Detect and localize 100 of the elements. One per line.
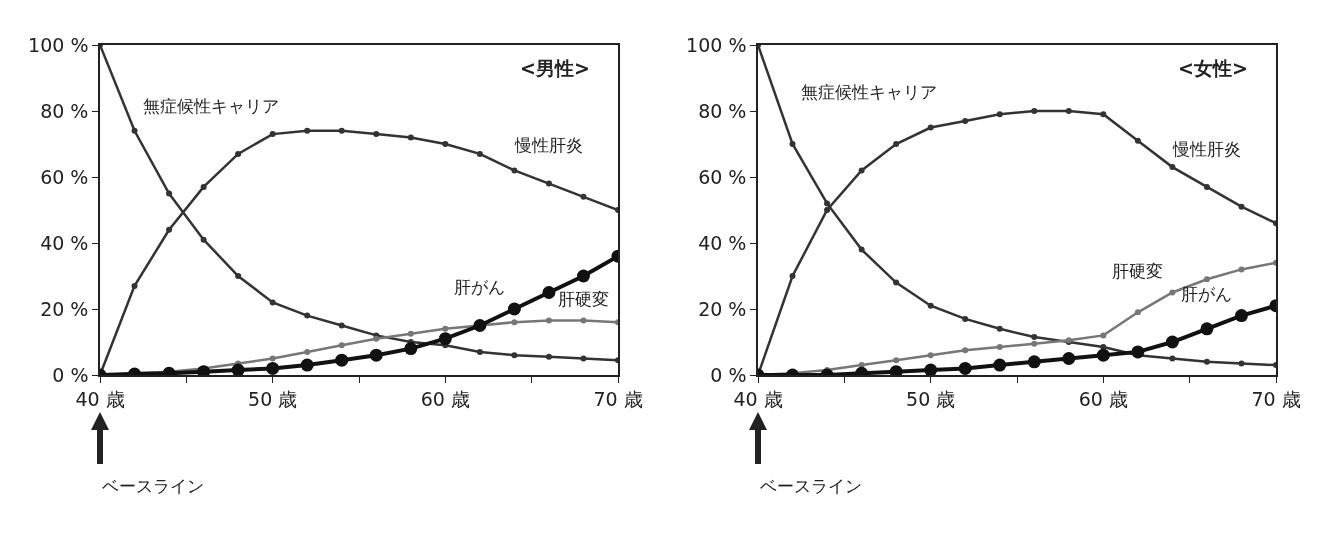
point <box>473 319 487 332</box>
point <box>1100 111 1107 118</box>
point <box>231 363 245 375</box>
point <box>927 352 934 359</box>
point <box>542 286 556 299</box>
point <box>893 141 900 147</box>
point <box>166 226 173 233</box>
point <box>511 319 518 326</box>
point <box>958 361 972 375</box>
y-tick-label: 80 % <box>698 99 747 122</box>
point <box>511 167 518 174</box>
point <box>269 355 276 362</box>
point <box>1169 289 1176 296</box>
point <box>824 200 831 207</box>
x-tick-label: 40 歳 <box>75 387 125 410</box>
point <box>962 347 969 354</box>
point <box>269 131 276 138</box>
point <box>235 150 242 157</box>
point <box>858 167 865 174</box>
point <box>407 330 414 337</box>
point <box>789 273 796 279</box>
series-label: 肝硬変 <box>1112 261 1163 281</box>
point <box>373 131 380 138</box>
point <box>1031 334 1038 341</box>
point <box>1134 137 1141 144</box>
point <box>893 357 900 364</box>
point <box>1065 108 1072 114</box>
y-tick-label: 100 % <box>28 33 89 56</box>
point <box>1238 203 1245 210</box>
point <box>131 127 138 134</box>
point <box>927 302 934 309</box>
point <box>1100 332 1107 339</box>
point <box>338 322 345 329</box>
point <box>166 190 173 197</box>
point <box>1200 322 1214 336</box>
point <box>369 348 383 362</box>
series-label: 無症候性キャリア <box>143 96 279 116</box>
point <box>924 363 938 375</box>
point <box>824 207 831 213</box>
x-tick-label: 60 歳 <box>420 387 470 410</box>
point <box>545 353 552 360</box>
point <box>576 269 590 283</box>
x-tick-label: 70 歳 <box>593 387 643 410</box>
point <box>1165 335 1179 349</box>
point <box>476 150 483 157</box>
point <box>304 127 311 134</box>
y-tick-label: 60 % <box>40 165 89 188</box>
point <box>1203 276 1210 283</box>
point <box>338 127 345 134</box>
point <box>1027 355 1041 369</box>
point <box>200 183 207 190</box>
y-tick-label: 40 % <box>698 231 747 254</box>
point <box>858 246 865 253</box>
point <box>1100 343 1107 350</box>
series-label: 肝硬変 <box>558 289 609 309</box>
point <box>438 332 452 346</box>
y-tick-label: 20 % <box>698 297 747 320</box>
text: <男性> <box>520 57 590 79</box>
point <box>996 343 1003 350</box>
line-series <box>758 45 1276 369</box>
text: <女性> <box>1178 57 1248 79</box>
point <box>335 353 349 367</box>
point <box>300 358 314 372</box>
point <box>442 141 449 147</box>
x-tick-label: 50 歳 <box>248 387 298 410</box>
point <box>996 111 1003 118</box>
point <box>1131 345 1145 359</box>
text: ベースライン <box>102 476 204 496</box>
series-label: 慢性肝炎 <box>1172 139 1241 159</box>
point <box>580 193 587 200</box>
point <box>993 358 1007 372</box>
x-tick-label: 40 歳 <box>733 387 783 410</box>
point <box>1096 348 1110 362</box>
y-tick-label: 40 % <box>40 231 89 254</box>
point <box>1203 183 1210 190</box>
y-tick-label: 60 % <box>698 165 747 188</box>
series-label: 肝がん <box>1181 284 1232 304</box>
point <box>1238 360 1245 367</box>
point <box>996 325 1003 332</box>
y-tick-label: 80 % <box>40 99 89 122</box>
point <box>962 315 969 322</box>
point <box>1238 266 1245 273</box>
point <box>1169 355 1176 362</box>
point <box>1234 309 1248 323</box>
point <box>131 282 138 289</box>
point <box>304 312 311 319</box>
point <box>507 302 521 316</box>
point <box>200 236 207 243</box>
point <box>235 273 242 279</box>
point <box>580 317 587 324</box>
y-tick-label: 20 % <box>40 297 89 320</box>
point <box>269 299 276 306</box>
point <box>407 134 414 141</box>
x-tick-label: 70 歳 <box>1251 387 1301 410</box>
point <box>1203 358 1210 365</box>
point <box>545 317 552 324</box>
series-label: 肝がん <box>454 277 505 297</box>
point <box>1031 340 1038 347</box>
y-tick-label: 0 % <box>710 363 747 386</box>
y-tick-label: 100 % <box>686 33 747 56</box>
